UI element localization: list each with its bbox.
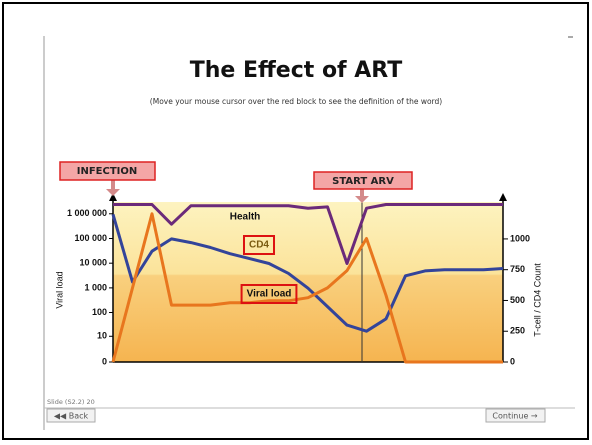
infection-block[interactable] bbox=[59, 161, 156, 181]
y-tick-label: 100 000 bbox=[74, 233, 107, 243]
plot-area bbox=[113, 202, 503, 362]
arrow bbox=[106, 189, 120, 196]
y-tick-label: 100 bbox=[92, 307, 107, 317]
y2-tick-label: 1000 bbox=[510, 233, 530, 243]
y2-tick-label: 250 bbox=[510, 326, 525, 336]
y2-tick-label: 750 bbox=[510, 264, 525, 274]
series-line bbox=[111, 212, 503, 364]
y-tick-label: 1 000 bbox=[84, 282, 107, 292]
term-block[interactable] bbox=[242, 235, 276, 255]
title: The Effect of ART bbox=[190, 58, 403, 83]
axis-arrow bbox=[109, 193, 117, 201]
annotation[interactable]: INFECTION bbox=[77, 166, 138, 177]
continue-button[interactable] bbox=[485, 408, 546, 423]
series-label[interactable]: Viral load bbox=[247, 289, 292, 300]
annotation[interactable]: START ARV bbox=[332, 176, 394, 187]
y2-axis-label: T-cell / CD4 Count bbox=[532, 263, 542, 337]
series-line bbox=[113, 203, 503, 265]
y2-tick-label: 0 bbox=[510, 356, 515, 366]
back-label[interactable]: ◀◀ Back bbox=[54, 412, 89, 421]
axis-arrow bbox=[499, 193, 507, 201]
series-line bbox=[111, 213, 504, 333]
y-axis-label: Viral load bbox=[54, 271, 64, 308]
subtitle: (Move your mouse cursor over the red blo… bbox=[150, 97, 442, 106]
chart: INFECTION START ARV Viral load T-cell / … bbox=[54, 161, 542, 366]
term-block[interactable] bbox=[240, 284, 298, 304]
back-button[interactable] bbox=[46, 408, 96, 423]
y-tick-label: 10 000 bbox=[79, 258, 107, 268]
y-tick-label: 1 000 000 bbox=[67, 208, 107, 218]
y-tick-label: 0 bbox=[102, 356, 107, 366]
arv-block[interactable] bbox=[313, 171, 413, 190]
series-label[interactable]: CD4 bbox=[249, 240, 269, 251]
arrow bbox=[355, 196, 369, 203]
y-tick-label: 10 bbox=[97, 331, 107, 341]
footer: Slide (S2.2) 20 bbox=[47, 398, 95, 406]
y2-tick-label: 500 bbox=[510, 295, 525, 305]
series-label: Health bbox=[230, 212, 261, 223]
continue-label[interactable]: Continue → bbox=[492, 412, 538, 421]
